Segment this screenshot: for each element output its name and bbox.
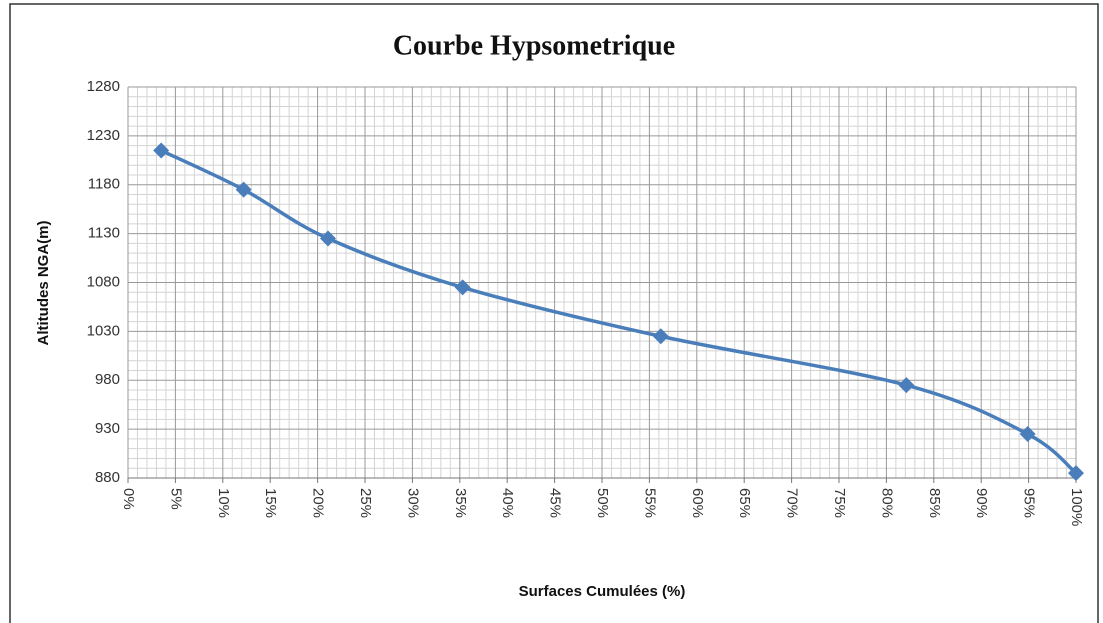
x-axis-title: Surfaces Cumulées (%) xyxy=(519,583,686,600)
x-tick-label: 10% xyxy=(215,488,232,518)
y-tick-label: 1180 xyxy=(88,176,120,193)
data-point xyxy=(1019,426,1036,443)
x-tick-label: 30% xyxy=(404,488,421,518)
x-tick-label: 55% xyxy=(641,488,658,518)
x-tick-label: 80% xyxy=(878,488,895,518)
data-line xyxy=(160,148,1078,475)
y-tick-label: 880 xyxy=(95,469,120,486)
x-tick-label: 65% xyxy=(736,488,753,518)
y-tick-label: 1230 xyxy=(87,127,120,144)
x-tick-label: 20% xyxy=(310,488,327,518)
x-tick-label: 0% xyxy=(120,488,137,510)
data-point xyxy=(235,181,252,198)
data-point xyxy=(1068,465,1084,482)
x-tick-label: 60% xyxy=(689,488,706,518)
data-point xyxy=(898,377,915,394)
chart-title: Courbe Hypsometrique xyxy=(393,30,675,61)
x-tick-label: 25% xyxy=(357,488,374,518)
x-tick-label: 45% xyxy=(547,488,564,518)
y-tick-label: 1030 xyxy=(87,322,120,339)
x-tick-label: 100% xyxy=(1068,488,1085,526)
data-point xyxy=(652,328,669,345)
data-point xyxy=(454,279,471,296)
y-tick-label: 980 xyxy=(95,371,120,388)
y-tick-label: 930 xyxy=(95,420,120,437)
x-tick-label: 5% xyxy=(167,488,184,510)
y-tick-label: 1280 xyxy=(87,78,120,95)
x-tick-label: 95% xyxy=(1021,488,1038,518)
data-point xyxy=(153,142,170,159)
y-axis-title: Altitudes NGA(m) xyxy=(35,221,52,346)
x-tick-label: 85% xyxy=(926,488,943,518)
x-tick-label: 15% xyxy=(262,488,279,518)
x-tick-label: 50% xyxy=(594,488,611,518)
data-point xyxy=(320,230,337,247)
x-tick-label: 70% xyxy=(784,488,801,518)
x-tick-label: 40% xyxy=(499,488,516,518)
y-tick-label: 1080 xyxy=(87,273,120,290)
x-tick-label: 90% xyxy=(973,488,990,518)
x-tick-label: 75% xyxy=(831,488,848,518)
chart-border xyxy=(9,3,1099,623)
x-tick-label: 35% xyxy=(452,488,469,518)
y-tick-label: 1130 xyxy=(88,225,120,242)
